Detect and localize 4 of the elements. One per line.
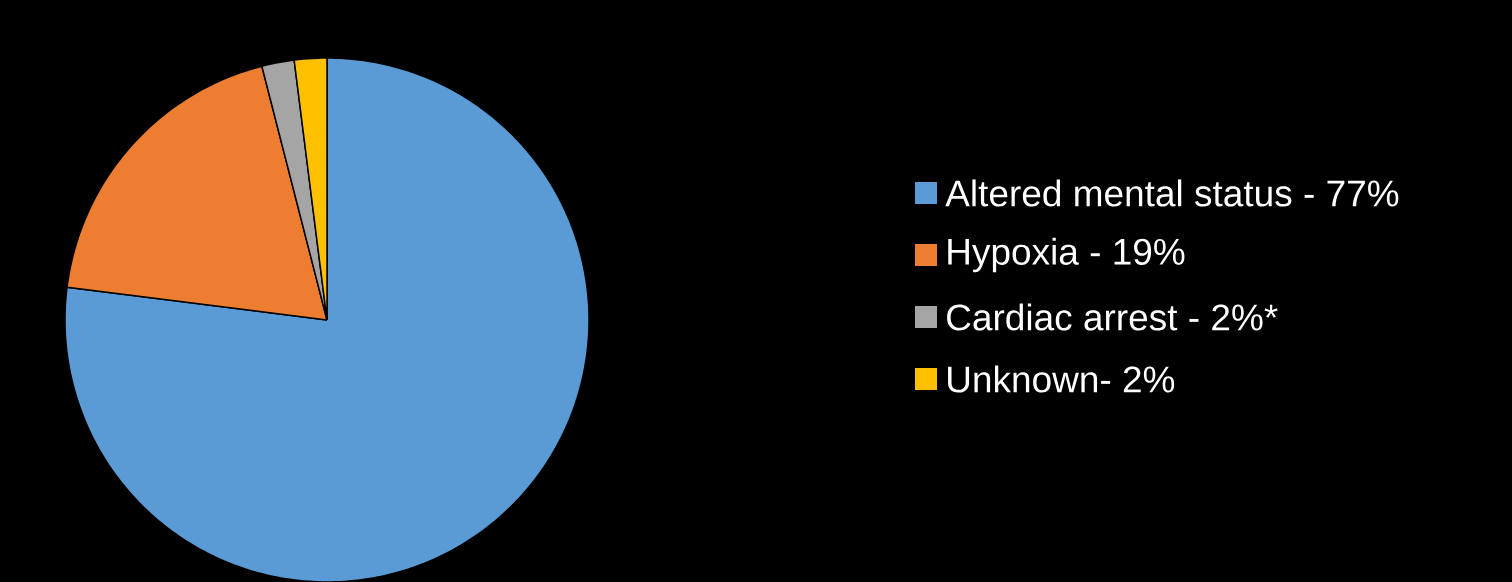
legend-label: Altered mental status - 77% (945, 179, 1399, 207)
legend-label: Unknown- 2% (948, 365, 1175, 393)
legend-label: Cardiac arrest - 2%* (947, 303, 1278, 331)
legend-label: Hypoxia - 19% (948, 237, 1185, 273)
